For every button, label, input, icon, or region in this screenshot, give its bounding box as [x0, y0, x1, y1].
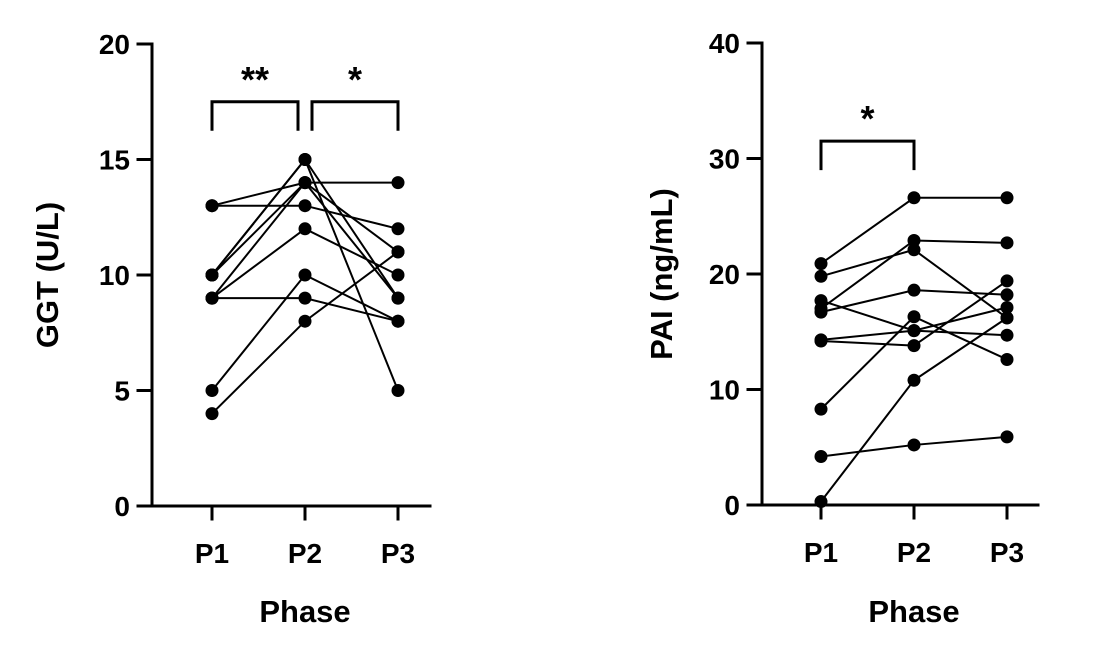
data-point-2-p2 — [907, 438, 921, 452]
x-tick-label-p2: P2 — [897, 537, 931, 568]
data-point-1-p1 — [205, 407, 219, 421]
data-point-4-p2 — [907, 339, 921, 353]
data-point-2-p3 — [1000, 430, 1014, 444]
y-tick-label: 20 — [709, 259, 740, 290]
data-point-9-p2 — [298, 153, 312, 166]
data-point-3-p3 — [391, 314, 405, 328]
data-point-9-p3 — [391, 384, 405, 397]
x-axis-title: Phase — [259, 594, 350, 629]
y-tick-label: 0 — [114, 491, 130, 522]
chart-pai: 0 10 20 30 40 P1 P2 P3 Phase PAI (ng/mL) * — [644, 28, 1040, 629]
data-point-2-p1 — [205, 384, 219, 397]
y-tick-label: 40 — [709, 28, 740, 59]
data-point-3-p2 — [907, 310, 921, 324]
data-point-8-p3 — [1000, 311, 1014, 325]
data-point-3-p1 — [814, 402, 828, 416]
data-point-10-p2 — [298, 176, 312, 190]
significance-label: * — [348, 59, 362, 100]
data-point-3-p3 — [1000, 352, 1014, 366]
data-point-10-p1 — [205, 291, 219, 305]
x-tick-label-p3: P3 — [990, 537, 1024, 568]
data-point-9-p3 — [1000, 191, 1014, 205]
significance-bracket — [210, 100, 300, 131]
data-point-10-p1 — [814, 302, 828, 316]
x-tick-label-p3: P3 — [381, 538, 415, 569]
x-tick-label-p1: P1 — [195, 538, 229, 569]
data-point-1-p2 — [298, 314, 312, 328]
significance-bracket — [310, 100, 400, 131]
y-axis-title: PAI (ng/mL) — [644, 188, 679, 360]
data-point-4-p3 — [1000, 274, 1014, 288]
data-point-5-p3 — [391, 176, 405, 190]
data-point-8-p1 — [205, 199, 219, 213]
y-tick-label: 5 — [114, 376, 130, 407]
data-point-5-p1 — [814, 333, 828, 347]
data-point-4-p3 — [391, 268, 405, 282]
data-point-8-p1 — [814, 269, 828, 283]
significance-label: ** — [241, 59, 269, 100]
x-tick-label-p1: P1 — [804, 537, 838, 568]
data-point-10-p3 — [1000, 236, 1014, 250]
significance-label: * — [860, 98, 874, 139]
x-axis-title: Phase — [868, 594, 959, 629]
data-point-3-p2 — [298, 291, 312, 305]
data-point-7-p2 — [907, 324, 921, 338]
data-point-10-p2 — [907, 234, 921, 248]
data-point-4-p2 — [298, 222, 312, 236]
x-tick-label-p2: P2 — [288, 538, 322, 569]
data-point-8-p2 — [907, 243, 921, 257]
data-point-6-p2 — [907, 283, 921, 297]
significance-bracket — [819, 139, 916, 171]
data-point-6-p3 — [1000, 288, 1014, 302]
data-point-10-p3 — [391, 291, 405, 305]
y-axis-title: GGT (U/L) — [30, 202, 65, 348]
data-point-9-p2 — [907, 191, 921, 205]
y-tick-label: 0 — [724, 490, 740, 521]
y-tick-label: 30 — [709, 144, 740, 175]
y-tick-label: 10 — [709, 375, 740, 406]
data-point-9-p1 — [814, 257, 828, 271]
data-point-7-p3 — [1000, 328, 1014, 342]
data-point-8-p3 — [391, 245, 405, 259]
data-point-2-p2 — [298, 268, 312, 282]
y-tick-label: 15 — [99, 145, 130, 176]
data-point-2-p1 — [814, 449, 828, 463]
y-tick-label: 10 — [99, 260, 130, 291]
data-point-1-p2 — [907, 373, 921, 387]
data-point-1-p1 — [814, 495, 828, 509]
data-point-7-p2 — [298, 199, 312, 213]
data-point-9-p1 — [205, 268, 219, 282]
data-point-5-p3 — [1000, 300, 1014, 314]
y-tick-label: 20 — [99, 29, 130, 60]
data-point-7-p3 — [391, 222, 405, 236]
